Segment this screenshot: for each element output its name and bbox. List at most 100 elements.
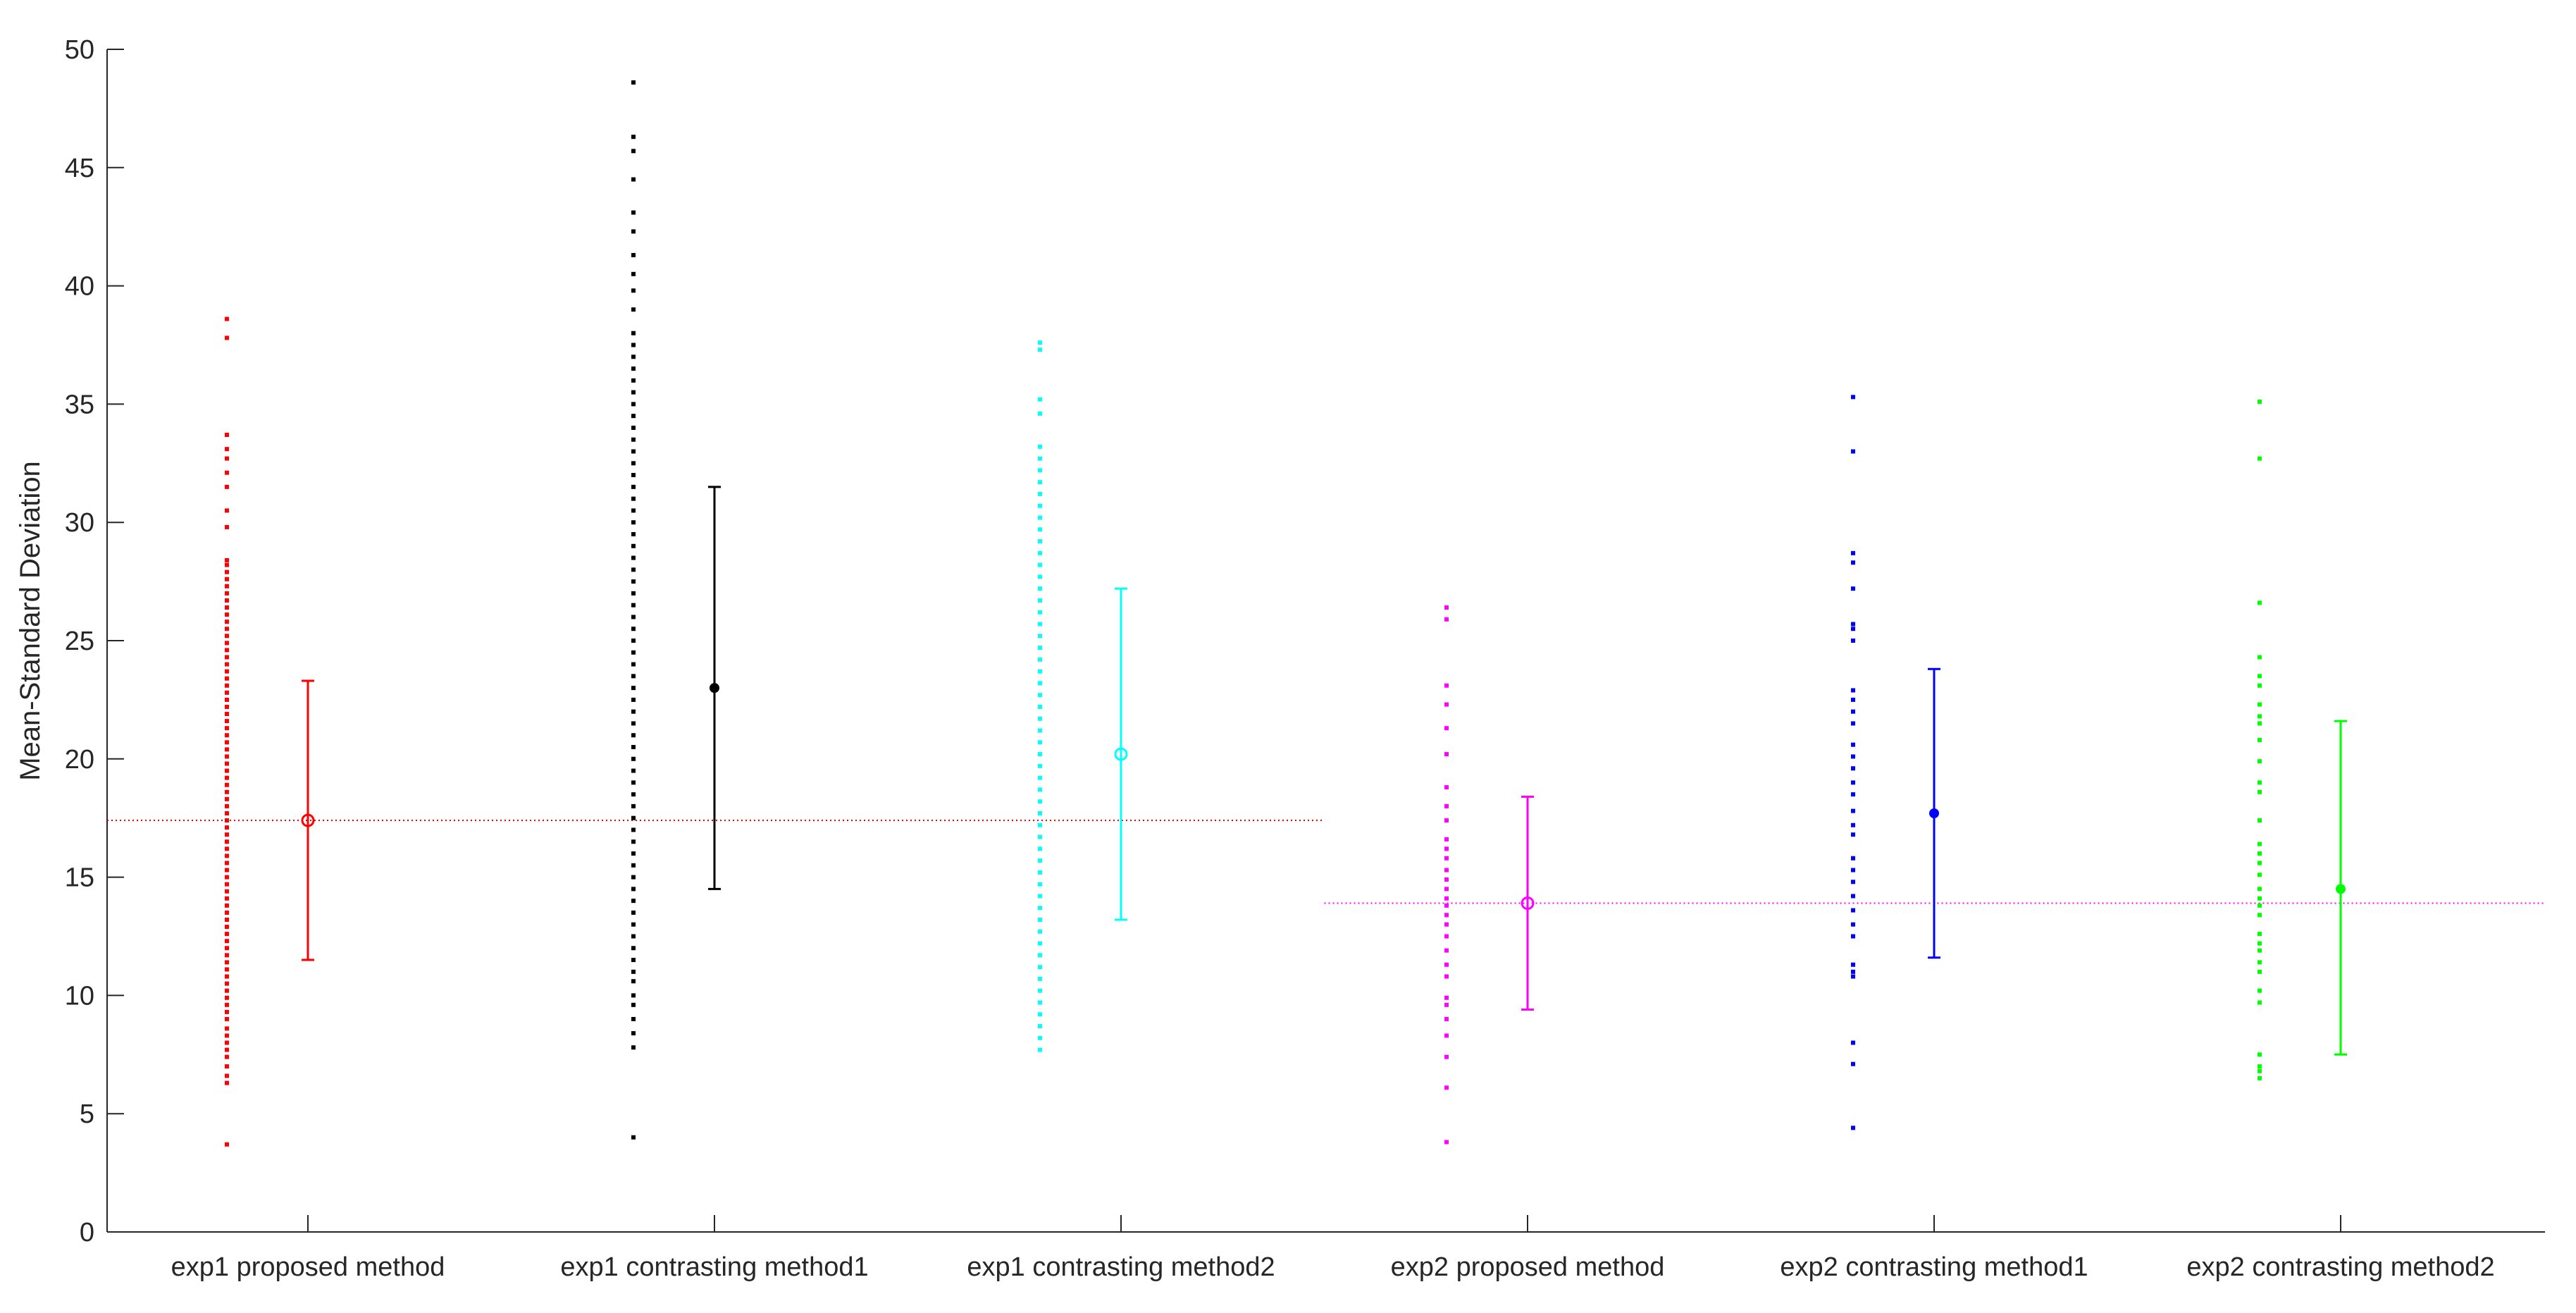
data-point [631, 827, 636, 832]
data-point [1038, 953, 1042, 958]
data-point [225, 768, 229, 773]
data-point [2258, 737, 2262, 742]
data-point [1851, 1126, 1855, 1130]
plot-area: 0 5 10 15 20 25 30 35 40 45 50 exp1 proposed method… [65, 35, 2545, 1282]
data-point [631, 946, 636, 951]
data-point [1851, 395, 1855, 400]
data-point [1851, 880, 1855, 884]
data-point [1038, 562, 1042, 567]
data-point [2258, 960, 2262, 965]
data-point [631, 768, 636, 773]
data-point [631, 674, 636, 679]
data-point [1038, 411, 1042, 416]
data-point [225, 974, 229, 979]
data-point [2258, 873, 2262, 877]
data-point [631, 449, 636, 454]
data-point [1038, 622, 1042, 627]
mean-marker [301, 813, 315, 827]
data-point [1851, 856, 1855, 861]
data-point [1038, 491, 1042, 496]
y-tick-label: 15 [65, 863, 94, 893]
data-point [631, 307, 636, 312]
data-point [225, 1016, 229, 1021]
data-point [225, 1026, 229, 1031]
data-point [1444, 922, 1449, 927]
data-point [1444, 605, 1449, 610]
x-tick-label: exp2 contrasting method1 [1780, 1252, 2088, 1282]
y-tick-label: 40 [65, 272, 94, 302]
data-point [1038, 693, 1042, 698]
data-point [225, 740, 229, 745]
y-tick-label: 25 [65, 627, 94, 656]
data-point [225, 641, 229, 646]
data-point [225, 577, 229, 581]
data-point [631, 496, 636, 501]
y-tick-label: 50 [65, 35, 94, 65]
data-point [225, 875, 229, 880]
data-point [1851, 550, 1855, 555]
data-point [1851, 639, 1855, 643]
data-point [2258, 759, 2262, 764]
data-point [631, 615, 636, 619]
data-point [1038, 834, 1042, 839]
data-point [1444, 856, 1449, 861]
data-point [1038, 1035, 1042, 1040]
data-point [1851, 792, 1855, 797]
data-point [1851, 449, 1855, 454]
data-point [1851, 868, 1855, 873]
data-point [2258, 887, 2262, 892]
data-point [631, 1031, 636, 1036]
data-point [225, 896, 229, 901]
data-point [631, 839, 636, 844]
data-point [225, 932, 229, 937]
data-point [225, 619, 229, 624]
data-point [631, 177, 636, 182]
data-point [1851, 808, 1855, 813]
data-point [225, 447, 229, 452]
data-point [225, 946, 229, 951]
data-point [631, 721, 636, 726]
y-tick-label: 30 [65, 508, 94, 538]
data-point [1444, 903, 1449, 908]
data-point [631, 899, 636, 904]
data-point [1851, 969, 1855, 974]
data-point [2258, 789, 2262, 794]
data-point [225, 882, 229, 887]
data-point [1444, 785, 1449, 790]
data-point [225, 868, 229, 873]
data-point [225, 953, 229, 958]
data-point [2258, 1000, 2262, 1005]
data-point [1038, 787, 1042, 792]
data-point [631, 922, 636, 927]
data-point [1444, 617, 1449, 622]
data-point [1038, 1000, 1042, 1005]
data-point [225, 676, 229, 681]
data-point [225, 1002, 229, 1007]
data-point [1038, 574, 1042, 579]
data-point [631, 910, 636, 915]
data-point [225, 1080, 229, 1085]
data-point [1038, 716, 1042, 721]
data-point [2258, 1075, 2262, 1080]
data-point [225, 1033, 229, 1038]
data-point [225, 803, 229, 808]
data-point [631, 390, 636, 395]
data-point [1444, 995, 1449, 1000]
data-point [2258, 683, 2262, 688]
data-point [2258, 456, 2262, 461]
data-point [1444, 726, 1449, 731]
data-point [1038, 456, 1042, 461]
data-point [1038, 941, 1042, 946]
data-point [225, 910, 229, 915]
data-point [225, 733, 229, 738]
mean-marker [2336, 884, 2346, 894]
data-point [1038, 728, 1042, 733]
data-point [225, 524, 229, 529]
data-point [631, 135, 636, 140]
data-point [1444, 1140, 1449, 1145]
data-point [1038, 810, 1042, 815]
data-point [631, 543, 636, 548]
y-tick-label: 0 [80, 1218, 94, 1247]
data-point [225, 591, 229, 596]
data-point [225, 634, 229, 639]
